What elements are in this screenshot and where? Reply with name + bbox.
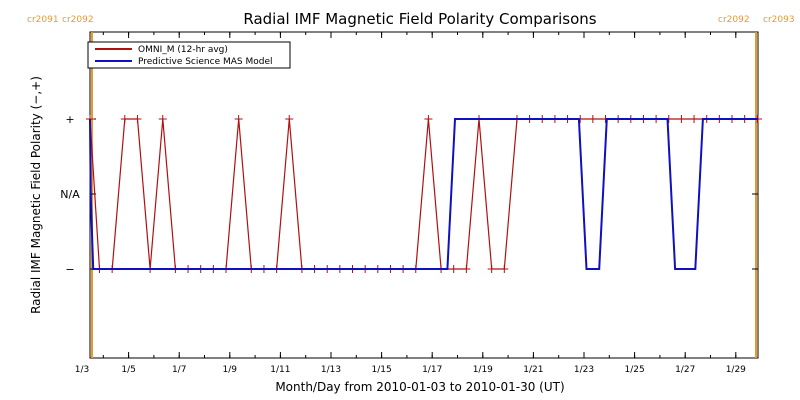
legend-label-mas: Predictive Science MAS Model (138, 57, 273, 67)
data-point (234, 115, 243, 123)
data-point (449, 265, 458, 273)
chart-title: Radial IMF Magnetic Field Polarity Compa… (243, 10, 596, 28)
y-axis-label: Radial IMF Magnetic Field Polarity (−,+) (29, 76, 43, 314)
data-point (690, 115, 699, 123)
series-line-mas (89, 118, 758, 270)
series-layer (86, 115, 762, 273)
x-tick-label: 1/25 (624, 365, 644, 375)
x-tick-label: 1/7 (172, 365, 186, 375)
cr-label-left-2: cr2092 (62, 15, 94, 25)
legend-label-omni: OMNI_M (12-hr avg) (138, 45, 228, 55)
series-line-omni (89, 118, 758, 270)
legend: OMNI_M (12-hr avg) Predictive Science MA… (87, 41, 291, 69)
x-tick-label: 1/9 (223, 365, 238, 375)
x-tick-label: 1/13 (321, 365, 341, 375)
data-point (462, 265, 471, 273)
data-point (588, 115, 597, 123)
cr-label-right-1: cr2092 (718, 15, 750, 25)
legend-box (87, 41, 291, 69)
data-point (677, 115, 686, 123)
x-tick-label: 1/17 (422, 365, 442, 375)
data-point (500, 265, 509, 273)
data-point (487, 265, 496, 273)
y-tick-label: + (65, 113, 74, 126)
x-axis-label: Month/Day from 2010-01-03 to 2010-01-30 … (275, 380, 564, 394)
data-point (158, 115, 167, 123)
x-tick-label: 1/3 (75, 365, 89, 375)
x-tick-label: 1/21 (523, 365, 543, 375)
x-tick-label: 1/15 (371, 365, 391, 375)
x-tick-label: 1/5 (121, 365, 135, 375)
data-point (120, 115, 129, 123)
data-point (285, 115, 294, 123)
x-tick-label: 1/23 (574, 365, 594, 375)
plot-frame (89, 31, 759, 359)
x-tick-label: 1/11 (270, 365, 290, 375)
x-tick-label: 1/19 (473, 365, 493, 375)
y-tick-label: N/A (60, 188, 80, 201)
x-tick-label: 1/27 (675, 365, 695, 375)
y-tick-label: − (65, 263, 74, 276)
x-tick-label: 1/29 (726, 365, 746, 375)
cr-label-left-1: cr2091 (27, 15, 59, 25)
data-point (424, 115, 433, 123)
data-point (133, 115, 142, 123)
x-axis: 1/3 1/5 1/7 1/9 1/11 1/13 1/15 1/17 1/19 1/21 1/23… (75, 32, 746, 375)
cr-label-right-2: cr2093 (763, 15, 795, 25)
